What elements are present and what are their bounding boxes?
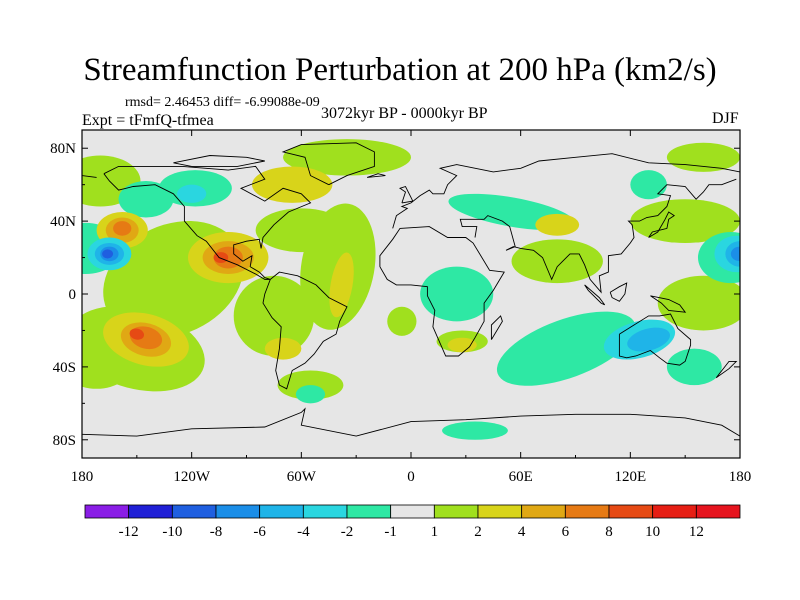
x-tick-label: 0 [407, 469, 415, 485]
stats-text: rmsd= 2.46453 diff= -6.99088e-09 [125, 95, 320, 110]
coastline [459, 178, 737, 294]
colorbar-label: 1 [431, 524, 439, 540]
coastline [103, 165, 312, 280]
coastline [379, 226, 505, 357]
season-label: DJF [712, 110, 739, 127]
colorbar-swatch [608, 504, 654, 519]
colorbar-label: -1 [384, 524, 397, 540]
coastline [609, 282, 628, 302]
coastline [82, 407, 740, 437]
contour-region [535, 213, 580, 236]
coastline [650, 295, 687, 313]
chart-title: Streamfunction Perturbation at 200 hPa (… [83, 52, 717, 88]
y-tick-label: 40N [50, 214, 76, 230]
contour-region [283, 139, 411, 176]
colorbar-label: 4 [518, 524, 526, 540]
colorbar-label: 6 [562, 524, 570, 540]
colorbar-swatch [695, 504, 741, 519]
colorbar-label: -10 [162, 524, 182, 540]
contour-region [630, 170, 667, 200]
x-tick-label: 60E [509, 469, 533, 485]
y-tick-label: 80S [53, 433, 76, 449]
colorbar-label: -4 [297, 524, 310, 540]
contour-region [387, 306, 417, 336]
contour-region [277, 370, 344, 400]
coastlines [82, 142, 740, 437]
colorbar-swatch [259, 504, 304, 519]
colorbar-label: -2 [341, 524, 354, 540]
x-tick-label: 180 [71, 469, 94, 485]
contour-region [496, 311, 636, 386]
y-tick-label: 80N [50, 141, 76, 157]
colorbar-swatch [346, 504, 392, 519]
plot-area [82, 130, 740, 458]
coastline [173, 155, 265, 167]
x-tick-label: 120W [173, 469, 211, 485]
contour-region [177, 184, 207, 203]
colorbar-swatch [171, 504, 217, 519]
coastline [648, 211, 676, 238]
coastline [82, 175, 97, 178]
x-tick-label: 60W [287, 469, 317, 485]
coastline [584, 284, 606, 306]
contour-region [657, 275, 740, 331]
colorbar-swatch [390, 504, 435, 519]
contour-region [730, 246, 740, 262]
contour-region [113, 221, 132, 236]
y-tick-label: 40S [53, 360, 76, 376]
colorbar-label: 10 [645, 524, 660, 540]
colorbar-label: -12 [119, 524, 139, 540]
contour-region [118, 181, 174, 218]
contour-region [129, 328, 145, 340]
contour-region [233, 275, 315, 356]
colorbar-swatch [215, 504, 261, 519]
colorbar-swatch [477, 504, 523, 519]
coastline [366, 173, 386, 178]
contour-region [102, 249, 114, 259]
colorbar-swatch [433, 504, 479, 519]
x-axis: 180 120W 60W 0 60E 120E 180 [71, 130, 752, 485]
y-axis: 80N 40N 0 40S 80S [50, 141, 740, 449]
colorbar-swatch [521, 504, 566, 519]
coastline [262, 271, 348, 390]
contour-region [666, 142, 740, 172]
contour-region [627, 327, 670, 352]
contour-region [255, 208, 348, 253]
coastline [490, 315, 503, 340]
colorbar-label: 8 [605, 524, 613, 540]
colorbar-label: -6 [253, 524, 266, 540]
colorbar-swatch [128, 504, 173, 519]
contour-region [264, 337, 302, 360]
contour-region [666, 348, 722, 386]
contour-region [447, 337, 477, 353]
contour-region [420, 266, 494, 322]
colorbar-label: 12 [689, 524, 704, 540]
colorbar: -12 -10 -8 -6 -4 -2 -1 1 2 4 6 8 10 12 [84, 504, 741, 540]
coastline [281, 142, 375, 186]
colorbar-swatch [84, 504, 130, 519]
colorbar-label: -8 [210, 524, 223, 540]
period-label: 3072kyr BP - 0000kyr BP [321, 105, 488, 122]
contour-region [511, 239, 603, 284]
y-tick-label: 0 [69, 287, 77, 303]
contour-region [442, 421, 508, 440]
contour-region [251, 166, 333, 203]
x-tick-label: 120E [614, 469, 646, 485]
coastline [715, 360, 738, 379]
coastline [398, 185, 414, 204]
coastline [618, 313, 692, 366]
x-tick-label: 180 [729, 469, 752, 485]
colorbar-swatch [564, 504, 610, 519]
experiment-label: Expt = tFmfQ-tfmea [82, 112, 214, 129]
coastline [392, 153, 740, 229]
colorbar-swatch [302, 504, 348, 519]
contour-region [295, 385, 326, 404]
colorbar-swatch [652, 504, 697, 519]
colorbar-label: 2 [474, 524, 482, 540]
